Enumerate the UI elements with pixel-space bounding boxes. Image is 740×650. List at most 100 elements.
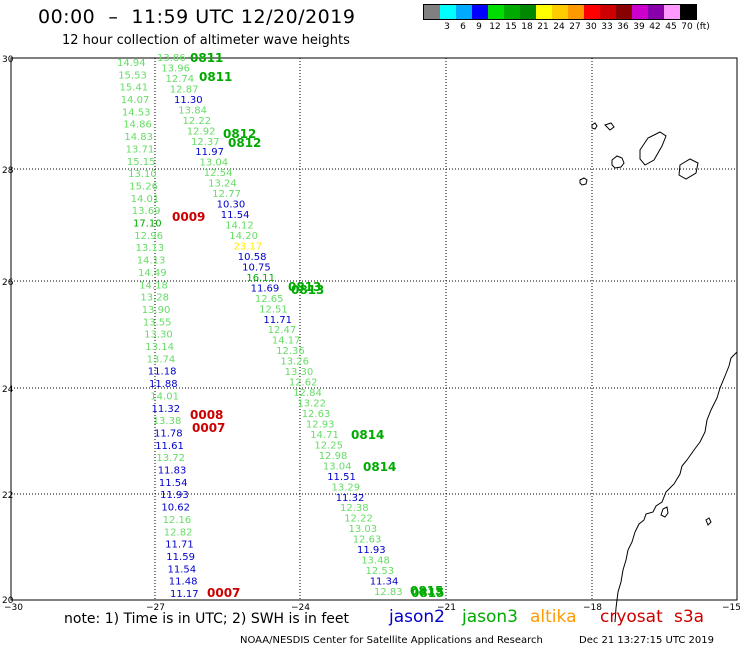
wave-height-value: 13.03 (349, 524, 378, 535)
legend-label: 33 (601, 22, 613, 32)
wave-height-value: 17.10 (133, 219, 162, 230)
islet (604, 122, 615, 131)
legend-swatch (584, 5, 600, 19)
wave-height-value: 12.47 (268, 325, 297, 336)
legend-label: 24 (553, 22, 565, 32)
wave-height-value: 11.48 (169, 577, 198, 588)
wave-height-value: 14.71 (310, 430, 339, 441)
legend-label: 15 (505, 22, 517, 32)
pass-number-label: 0811 (190, 51, 223, 65)
pass-number-label: 0007 (207, 586, 240, 600)
sat-altika: altika (530, 607, 577, 627)
wave-height-value: 12.63 (353, 535, 382, 546)
wave-height-value: 13.22 (297, 399, 326, 410)
wave-height-value: 10.75 (242, 262, 271, 273)
legend-label: 3 (444, 22, 450, 32)
africa-coast (614, 351, 738, 623)
wave-height-value: 13.86 (157, 53, 186, 64)
wave-height-value: 14.94 (117, 58, 146, 69)
wave-height-value: 12.65 (255, 294, 284, 305)
legend-label: 27 (569, 22, 581, 32)
wave-height-value: 13.55 (143, 317, 172, 328)
wave-height-value: 15.15 (127, 157, 156, 168)
wave-height-value: 11.32 (336, 493, 365, 504)
wave-height-value: 12.87 (170, 84, 199, 95)
wave-height-value: 15.41 (120, 83, 149, 94)
color-legend: 3 6 9 12 15 18 21 24 27 30 33 36 39 42 45 70 (ft) (423, 4, 710, 34)
wave-height-value: 11.93 (357, 545, 386, 556)
wave-height-value: 10.58 (238, 252, 267, 263)
wave-height-value: 11.54 (159, 478, 188, 489)
island-el-hierro (579, 177, 588, 186)
legend-swatch (632, 5, 648, 19)
wave-height-value: 11.71 (263, 315, 292, 326)
wave-height-value: 11.88 (149, 379, 178, 390)
coastlines (579, 122, 738, 623)
pass-number-label: 0008 (190, 408, 223, 422)
wave-height-value: 13.24 (208, 179, 237, 190)
wave-height-value: 11.69 (251, 283, 280, 294)
wave-height-value: 14.49 (138, 268, 167, 279)
wave-height-value: 15.53 (118, 70, 147, 81)
wave-height-value: 13.14 (145, 342, 174, 353)
wave-height-value: 11.78 (154, 429, 183, 440)
wave-height-value: 13.84 (178, 105, 207, 116)
wave-height-value: 10.62 (161, 503, 190, 514)
wave-height-value: 12.53 (366, 566, 395, 577)
y-tick-label: 26 (2, 278, 14, 288)
legend-swatch (600, 5, 616, 19)
x-tick-label: −18 (583, 603, 602, 613)
wave-height-value: 13.04 (200, 158, 229, 169)
wave-height-value: 12.54 (204, 168, 233, 179)
wave-height-value: 12.51 (259, 304, 288, 315)
wave-height-value: 12.93 (306, 420, 335, 431)
legend-label: 36 (617, 22, 629, 32)
legend-swatch (488, 5, 504, 19)
wave-height-value: 11.51 (327, 472, 356, 483)
wave-height-value: 13.29 (332, 482, 361, 493)
sat-jason2: jason2 (389, 607, 445, 627)
legend-swatch (424, 5, 440, 19)
wave-height-value: 13.90 (142, 305, 171, 316)
wave-height-value: 13.30 (285, 367, 314, 378)
legend-swatch (648, 5, 664, 19)
wave-height-value: 12.82 (164, 527, 193, 538)
y-tick-label: 24 (2, 385, 14, 395)
wave-height-value: 12.77 (212, 189, 241, 200)
wave-height-value: 12.62 (289, 378, 318, 389)
axis-labels: 30 28 26 24 22 20 −30 −27 −24 −21 −18 −1… (2, 55, 740, 613)
wave-height-value: 13.04 (323, 461, 352, 472)
wave-height-value: 11.59 (166, 552, 195, 563)
legend-label: 6 (460, 22, 466, 32)
island-tenerife (639, 131, 667, 166)
wave-height-value: 14.07 (121, 95, 150, 106)
sat-jason3: jason3 (462, 607, 518, 627)
legend-swatch (520, 5, 536, 19)
wave-height-value: 11.71 (165, 540, 194, 551)
wave-height-value: 13.71 (126, 144, 155, 155)
pass-number-label: 0812 (228, 136, 261, 150)
pass-number-label: 0814 (363, 460, 396, 474)
legend-swatch (456, 5, 472, 19)
wave-height-value: 11.97 (195, 147, 224, 158)
wave-height-value: 13.38 (153, 416, 182, 427)
wave-height-value: 12.16 (163, 515, 192, 526)
wave-height-value: 11.83 (158, 466, 187, 477)
wave-height-value: 12.83 (374, 587, 403, 598)
y-tick-label: 28 (2, 166, 14, 176)
map-subtitle: 12 hour collection of altimeter wave hei… (62, 33, 350, 48)
legend-swatch (616, 5, 632, 19)
legend-label: 18 (521, 22, 533, 32)
wave-height-value: 14.01 (131, 194, 160, 205)
legend-swatch (472, 5, 488, 19)
pass-number-label: 0811 (199, 70, 232, 84)
wave-height-value: 12.38 (340, 503, 369, 514)
timestamp-text: Dec 21 13:27:15 UTC 2019 (579, 635, 714, 646)
wave-height-value: 12.84 (293, 388, 322, 399)
sat-s3a: s3a (674, 607, 705, 627)
wave-height-value: 11.34 (370, 577, 399, 588)
wave-height-value: 13.28 (140, 293, 169, 304)
